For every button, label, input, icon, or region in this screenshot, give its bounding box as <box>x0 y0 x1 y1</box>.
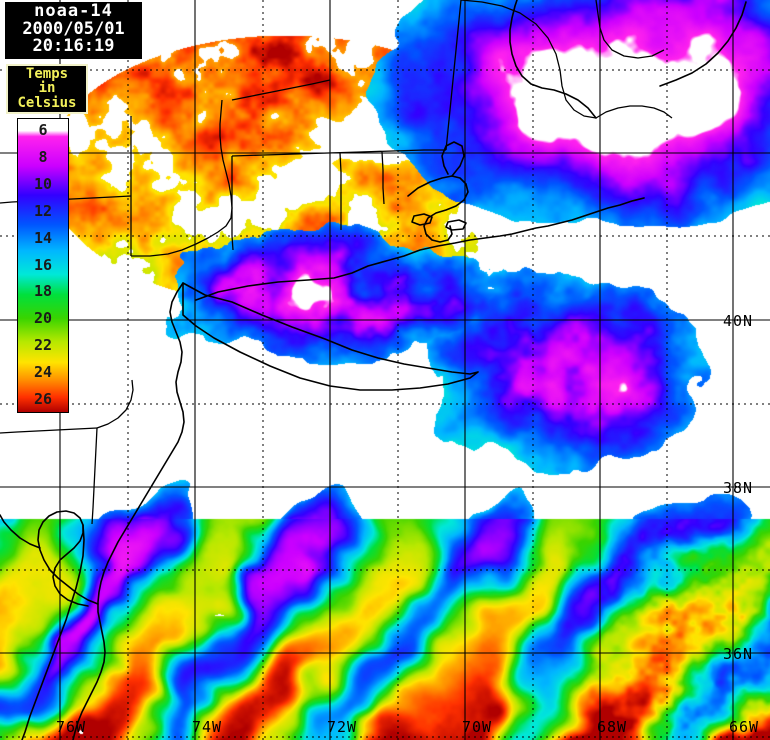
colorbar-gradient <box>17 118 69 413</box>
satellite-name: noaa-14 <box>34 1 113 21</box>
image-date: 2000/05/01 <box>22 18 125 39</box>
latitude-label-38N: 38N <box>723 479 754 497</box>
legend-caption-line-3: Celsius <box>17 94 77 111</box>
longitude-label-74W: 74W <box>192 718 223 736</box>
colorbar-tick-22: 22 <box>33 335 53 354</box>
colorbar-tick-6: 6 <box>38 121 48 140</box>
longitude-label-66W: 66W <box>729 718 760 736</box>
longitude-label-72W: 72W <box>327 718 358 736</box>
colorbar-tick-14: 14 <box>33 228 53 247</box>
colorbar-tick-20: 20 <box>33 309 53 328</box>
colorbar-tick-10: 10 <box>33 175 53 194</box>
colorbar-tick-16: 16 <box>33 255 53 274</box>
image-time: 20:16:19 <box>32 36 115 57</box>
latitude-label-40N: 40N <box>723 312 754 330</box>
title-timestamp-box: noaa-14 2000/05/01 20:16:19 <box>5 1 142 60</box>
colorbar-tick-18: 18 <box>33 282 53 301</box>
latitude-label-36N: 36N <box>723 645 754 663</box>
longitude-label-68W: 68W <box>597 718 628 736</box>
colorbar-tick-24: 24 <box>33 362 53 381</box>
colorbar-tick-8: 8 <box>38 148 48 167</box>
colorbar-tick-12: 12 <box>33 201 53 220</box>
longitude-label-70W: 70W <box>462 718 493 736</box>
legend-caption-line-2: in <box>38 80 56 97</box>
longitude-label-76W: 76W <box>56 718 87 736</box>
temperature-colorbar: 6 8 10 12 14 16 18 20 22 24 26 <box>17 118 69 413</box>
legend-caption-box: Temps in Celsius <box>6 64 88 115</box>
colorbar-tick-26: 26 <box>33 389 53 408</box>
legend-caption-line-1: Temps <box>25 66 69 82</box>
